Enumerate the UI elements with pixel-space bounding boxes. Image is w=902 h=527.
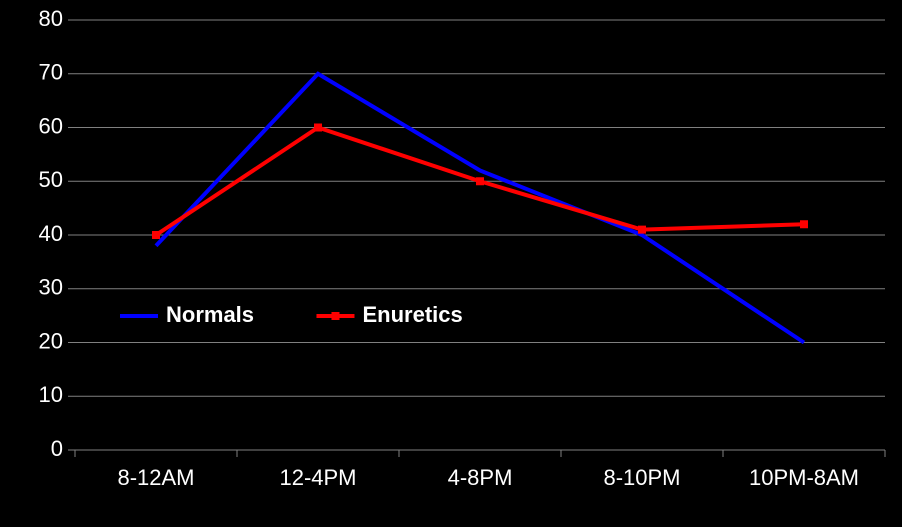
y-axis-label: 20 — [39, 328, 63, 353]
x-axis-label: 4-8PM — [448, 465, 513, 490]
legend-swatch-marker — [331, 312, 339, 320]
series-marker-enuretics — [314, 124, 322, 132]
x-axis-label: 10PM-8AM — [749, 465, 859, 490]
chart-background — [0, 0, 902, 527]
y-axis-label: 70 — [39, 60, 63, 85]
x-axis-label: 8-12AM — [117, 465, 194, 490]
x-axis-label: 8-10PM — [603, 465, 680, 490]
y-axis-label: 10 — [39, 382, 63, 407]
x-axis-label: 12-4PM — [279, 465, 356, 490]
y-axis-label: 50 — [39, 167, 63, 192]
series-marker-enuretics — [476, 177, 484, 185]
y-axis-label: 0 — [51, 436, 63, 461]
legend-label: Enuretics — [362, 302, 462, 327]
line-chart: 0 10 20 30 40 50 60 70 80 8-12AM 12-4PM 4-8PM 8-10PM… — [0, 0, 902, 527]
series-marker-enuretics — [638, 226, 646, 234]
series-marker-enuretics — [152, 231, 160, 239]
legend-label: Normals — [166, 302, 254, 327]
y-axis-label: 80 — [39, 6, 63, 31]
y-axis-label: 40 — [39, 221, 63, 246]
chart-container: 0 10 20 30 40 50 60 70 80 8-12AM 12-4PM 4-8PM 8-10PM… — [0, 0, 902, 527]
series-marker-enuretics — [800, 220, 808, 228]
y-axis-label: 30 — [39, 275, 63, 300]
y-axis-label: 60 — [39, 113, 63, 138]
